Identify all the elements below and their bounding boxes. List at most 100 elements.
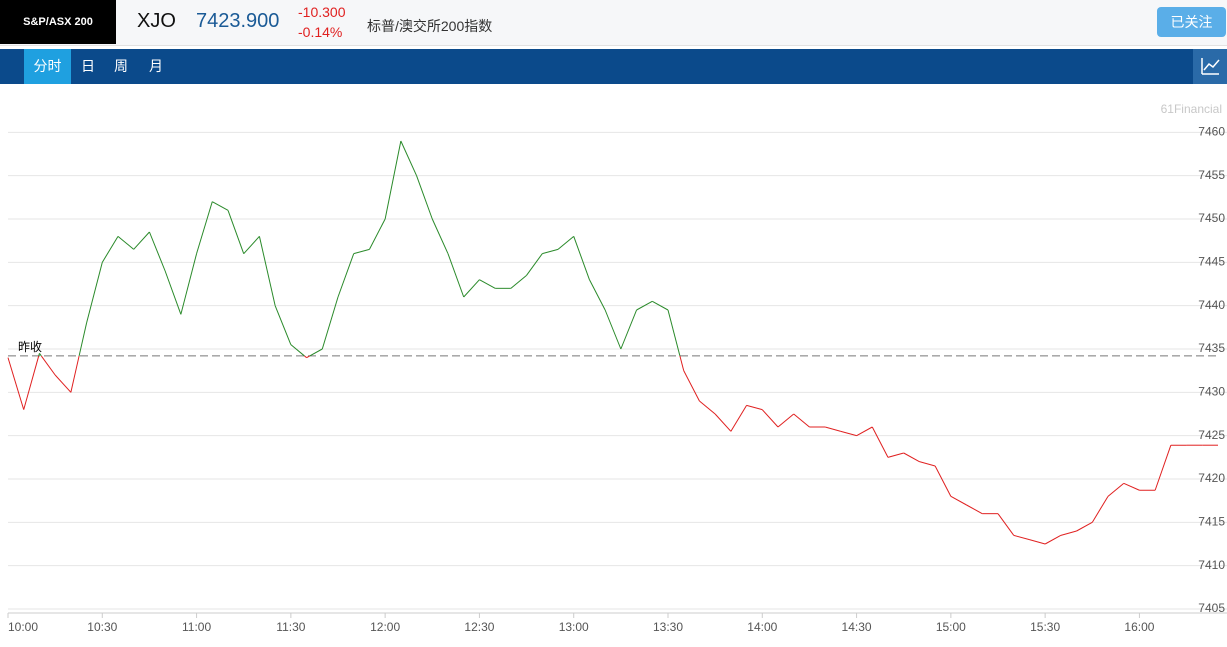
y-tick-label: 7460 [1198, 125, 1225, 139]
tab-bar: 分时 日 周 月 [0, 49, 1227, 84]
price-line [117, 235, 135, 250]
y-tick-label: 7410 [1198, 558, 1225, 572]
y-tick-label: 7420 [1198, 471, 1225, 485]
price: 7423.900 [196, 10, 280, 32]
index-badge: S&P/ASX 200 [0, 0, 116, 44]
symbol: XJO [137, 10, 176, 32]
x-tick-label: 14:30 [842, 620, 872, 634]
header: S&P/ASX 200 XJO 7423.900 -10.300 -0.14% … [0, 0, 1227, 46]
price-line [164, 270, 182, 315]
price-line [1107, 482, 1125, 497]
price-line [667, 309, 681, 357]
chart: 61Financial 7405 7410 7415 7420 7425 7430 7435… [7, 102, 1227, 634]
x-tick-label: 15:00 [936, 620, 966, 634]
price-line [78, 322, 88, 357]
x-tick-label: 12:30 [464, 620, 494, 634]
y-tick-label: 7450 [1198, 211, 1225, 225]
price-line [304, 355, 307, 359]
price-line [101, 236, 119, 263]
price-line [70, 355, 80, 393]
chart-toggle-icon[interactable] [1193, 49, 1227, 84]
price-line [180, 253, 198, 315]
price-line [588, 279, 606, 311]
price-line [40, 355, 56, 376]
tab[interactable]: 分时 [24, 49, 71, 84]
x-tick-label: 13:30 [653, 620, 683, 634]
price-line [258, 236, 276, 306]
x-tick-label: 12:00 [370, 620, 400, 634]
price-line [1013, 534, 1030, 541]
x-tick-label: 14:00 [747, 620, 777, 634]
price-line [384, 140, 402, 220]
x-tick-label: 13:00 [559, 620, 589, 634]
price-line [196, 201, 213, 254]
price-line [652, 300, 669, 311]
price-line [39, 353, 42, 357]
price-line [337, 253, 355, 298]
price-line [699, 400, 716, 415]
price-line [573, 236, 590, 280]
price-line [227, 210, 245, 254]
change-percent: -0.14% [298, 24, 343, 40]
price-line [243, 235, 260, 255]
price-line [274, 305, 292, 345]
tab[interactable]: 日 [81, 58, 95, 74]
tab[interactable]: 周 [114, 58, 128, 74]
price-line [746, 404, 763, 411]
price-line [510, 274, 527, 289]
price-line [966, 504, 983, 515]
price-line [133, 231, 150, 250]
price-line [934, 465, 952, 497]
price-line [309, 348, 323, 357]
price-line [793, 413, 810, 428]
price-line [7, 357, 25, 410]
price-line [54, 374, 72, 393]
price-line [950, 495, 967, 506]
price-line [557, 235, 575, 250]
price-line [23, 355, 40, 410]
y-tick-label: 7415 [1198, 515, 1225, 529]
x-tick-label: 10:30 [87, 620, 117, 634]
price-line [887, 452, 904, 458]
price-line [416, 175, 433, 220]
price-line [683, 370, 700, 402]
price-line [777, 413, 795, 428]
follow-button[interactable]: 已关注 [1157, 7, 1226, 37]
price-line [463, 279, 480, 298]
price-line [919, 461, 936, 467]
price-line [353, 248, 370, 255]
y-tick-label: 7430 [1198, 385, 1225, 399]
price-line [825, 426, 841, 432]
price-line [542, 248, 559, 255]
price-line [679, 355, 685, 371]
price-line [526, 253, 543, 276]
price-line [1123, 482, 1140, 491]
price-line [1091, 496, 1109, 523]
price-line [447, 253, 465, 298]
x-tick-label: 11:30 [276, 620, 305, 634]
price-line [368, 218, 386, 250]
y-tick-label: 7445 [1198, 255, 1225, 269]
price-line [306, 355, 310, 359]
price-line [86, 262, 103, 324]
change: -10.300 [298, 4, 346, 20]
x-tick-label: 15:30 [1030, 620, 1060, 634]
x-tick-label: 16:00 [1124, 620, 1154, 634]
price-line [761, 409, 779, 428]
x-tick-label: 11:00 [182, 620, 211, 634]
price-line [321, 296, 339, 350]
price-line [840, 430, 857, 437]
reference-label: 昨收 [18, 340, 42, 354]
price-line [1154, 445, 1172, 491]
index-name: 标普/澳交所200指数 [367, 18, 493, 34]
price-line [871, 426, 889, 458]
price-line [400, 140, 418, 176]
price-line [479, 279, 496, 289]
price-line [620, 309, 638, 350]
y-tick-label: 7405 [1198, 601, 1225, 615]
y-tick-label: 7435 [1198, 341, 1225, 355]
x-tick-label: 10:00 [8, 620, 38, 634]
tab[interactable]: 月 [149, 58, 163, 74]
price-line [604, 309, 622, 350]
